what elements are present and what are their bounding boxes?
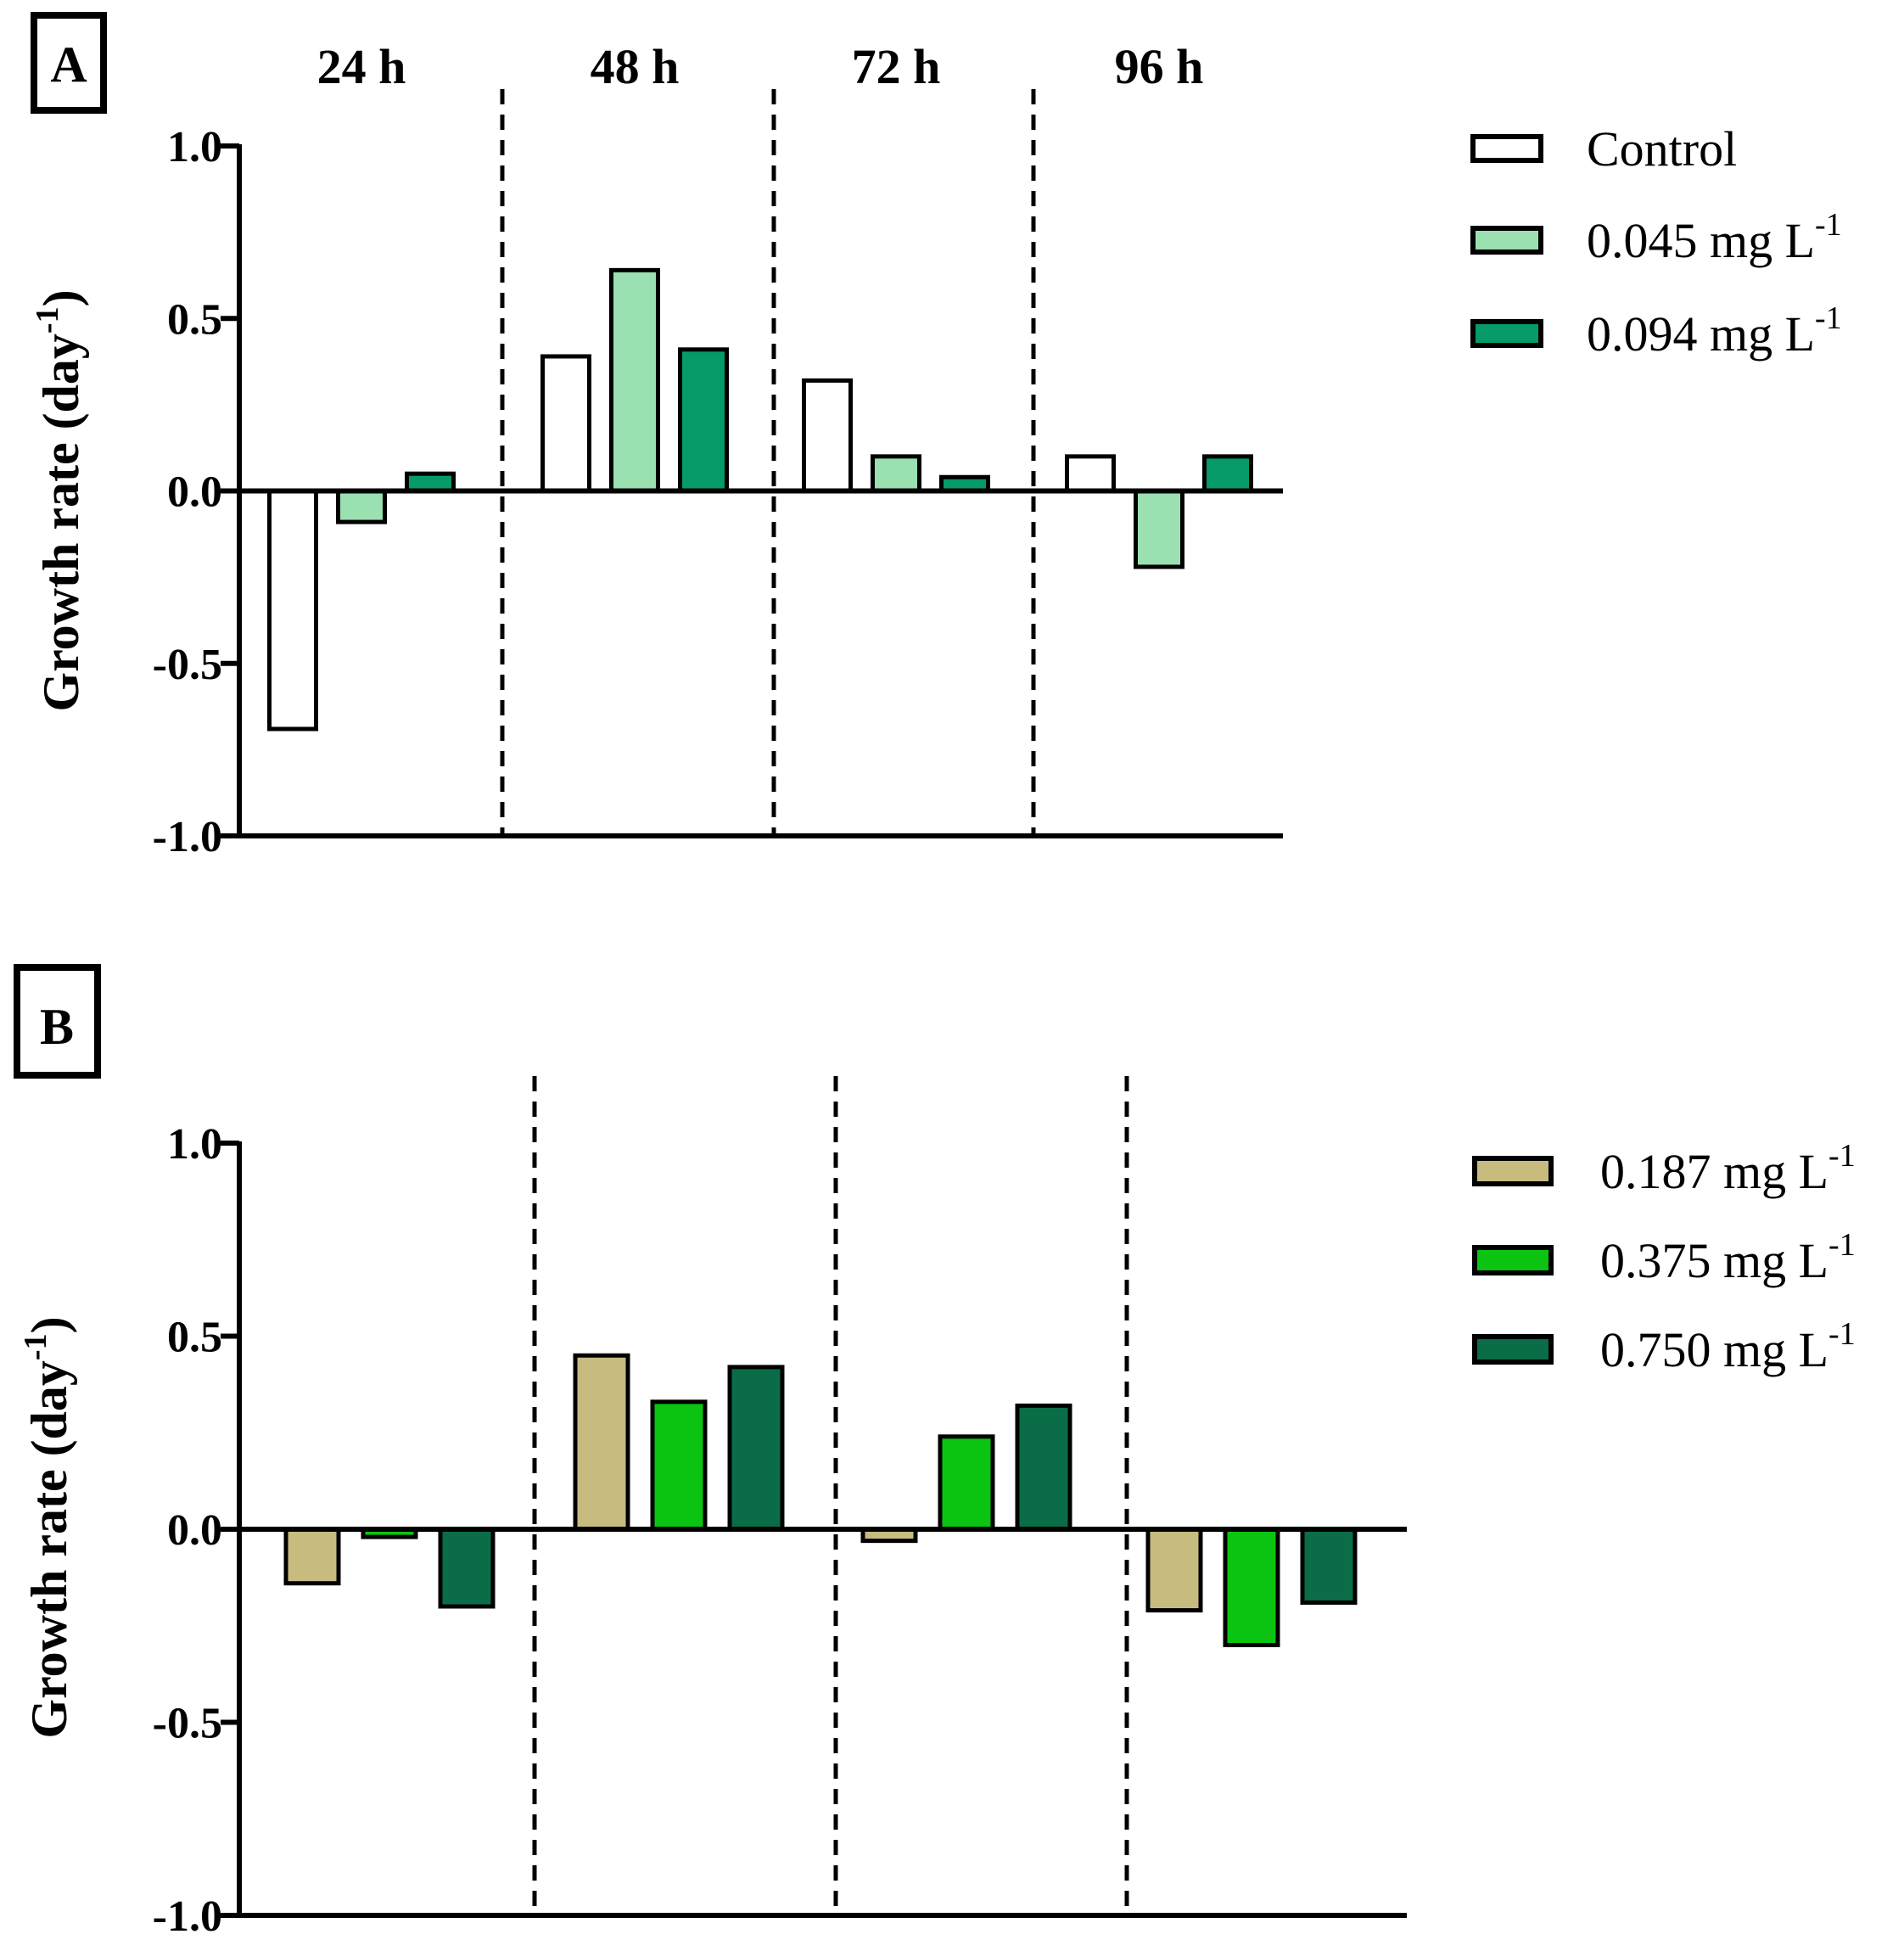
bar	[727, 1365, 785, 1532]
legend-label-main: 0.750 mg L	[1600, 1322, 1828, 1377]
bar	[267, 489, 318, 732]
legend-label: Control	[1587, 121, 1737, 177]
y-tick-label: -1.0	[153, 813, 222, 861]
y-tick-label: 0.5	[167, 295, 222, 344]
legend-label-sup: -1	[1828, 1316, 1856, 1352]
y-axis-title-sup: -1	[30, 306, 65, 334]
bar	[678, 347, 729, 493]
y-tick-label: -0.5	[153, 641, 222, 689]
legend-swatch	[1472, 1245, 1554, 1275]
bar	[573, 1353, 630, 1532]
group-label: 96 h	[1115, 39, 1204, 94]
bar	[540, 354, 591, 493]
legend-label-sup: -1	[1828, 1227, 1856, 1263]
bar	[609, 267, 660, 493]
legend-label: 0.045 mg L-1	[1587, 207, 1842, 268]
y-axis-title: Growth rate (day-1)	[18, 1316, 77, 1738]
legend-label: 0.375 mg L-1	[1600, 1227, 1856, 1288]
y-axis-title-main: Growth rate (day	[33, 334, 89, 712]
bar	[1300, 1527, 1358, 1605]
bar	[802, 378, 853, 494]
bar	[1202, 454, 1253, 493]
legend-swatch	[1470, 134, 1543, 163]
group-label: 24 h	[317, 39, 406, 94]
legend-swatch	[1470, 226, 1543, 255]
legend-swatch	[1472, 1334, 1554, 1365]
y-tick-label: 1.0	[167, 1120, 222, 1169]
y-tick-label: 0.0	[167, 1506, 222, 1555]
y-tick-label: 0.5	[167, 1314, 222, 1362]
bar	[438, 1527, 496, 1609]
legend-swatch	[1470, 319, 1543, 348]
bar	[1065, 454, 1116, 493]
panel-letter-box	[31, 12, 107, 114]
legend-label-main: 0.094 mg L	[1587, 306, 1815, 362]
y-tick-label: 0.0	[167, 468, 222, 517]
bar	[1134, 489, 1184, 569]
bar	[1145, 1527, 1203, 1613]
panel-letter: A	[50, 36, 87, 93]
y-axis-title-sup: -1	[18, 1333, 53, 1360]
group-label: 48 h	[591, 39, 680, 94]
y-axis-title-close: )	[21, 1316, 77, 1333]
bar	[650, 1399, 708, 1532]
legend-label-main: Control	[1587, 121, 1737, 177]
y-tick-label: 1.0	[167, 123, 222, 171]
legend-swatch	[1472, 1156, 1554, 1186]
bar	[1223, 1527, 1280, 1647]
panel-letter-box	[14, 964, 101, 1079]
legend-label: 0.094 mg L-1	[1587, 300, 1842, 362]
bar	[336, 489, 387, 524]
bar	[1015, 1403, 1072, 1532]
legend-label-sup: -1	[1815, 300, 1842, 336]
y-tick-label: -1.0	[153, 1892, 222, 1941]
y-axis-title: Growth rate (day-1)	[30, 289, 89, 711]
bar	[283, 1527, 341, 1586]
bar	[938, 1434, 995, 1532]
legend-label: 0.750 mg L-1	[1600, 1316, 1856, 1377]
legend-label-main: 0.187 mg L	[1600, 1144, 1828, 1199]
group-label: 72 h	[852, 39, 941, 94]
legend-label-main: 0.375 mg L	[1600, 1233, 1828, 1288]
panel-letter: B	[40, 999, 74, 1055]
legend-label-sup: -1	[1815, 207, 1842, 243]
legend-label-main: 0.045 mg L	[1587, 213, 1815, 268]
y-axis-title-close: )	[33, 289, 89, 306]
y-axis-title-main: Growth rate (day	[21, 1360, 77, 1739]
bar	[405, 471, 456, 493]
y-tick-label: -0.5	[153, 1700, 222, 1748]
legend-label-sup: -1	[1828, 1138, 1856, 1174]
bar	[871, 454, 921, 493]
legend-label: 0.187 mg L-1	[1600, 1138, 1856, 1199]
